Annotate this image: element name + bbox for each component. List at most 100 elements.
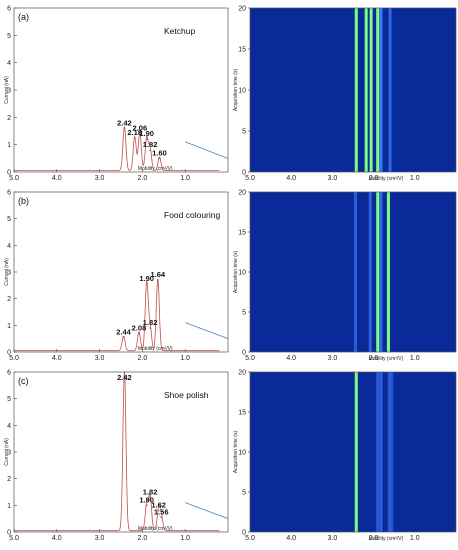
peak-label: 1.62 xyxy=(151,501,166,510)
x-axis-label: Mobility (cm²/V) xyxy=(138,346,173,352)
x-tick-label: 3.0 xyxy=(95,535,105,542)
x-tick-label: 3.0 xyxy=(328,355,338,362)
panel-label: (c) xyxy=(18,376,29,386)
heatmap-band xyxy=(369,8,373,172)
spectrum-panel-2: 0 1 2 3 4 5 6 5.0 4.0 3.0 2.0 1.0 Mobility (cm²/V) Cu… xyxy=(4,190,229,362)
heatmap-band xyxy=(379,192,383,352)
x-tick-label: 2.0 xyxy=(369,535,379,542)
heatmap-band xyxy=(376,8,380,172)
x-tick-label: 2.0 xyxy=(369,355,379,362)
spectrum-trace xyxy=(14,278,220,352)
y-axis-label: Acquisition time (s) xyxy=(233,431,239,474)
panel-label: (b) xyxy=(18,196,29,206)
chart-title: Ketchup xyxy=(164,26,195,36)
baseline-line xyxy=(185,141,229,159)
peak-point xyxy=(157,279,159,281)
heatmap-band xyxy=(379,372,383,532)
y-axis-label: Acquisition time (s) xyxy=(233,251,239,294)
x-axis-label: Mobility (cm²/V) xyxy=(138,166,173,172)
y-tick-label: 1 xyxy=(7,142,11,149)
x-tick-label: 4.0 xyxy=(52,355,62,362)
x-tick-label: 5.0 xyxy=(245,355,255,362)
x-axis-label: Mobility (cm²/V) xyxy=(369,356,404,362)
y-tick-label: 15 xyxy=(238,230,246,237)
heatmap-background xyxy=(250,8,456,172)
peak-point xyxy=(149,327,151,329)
y-tick-label: 10 xyxy=(238,270,246,277)
y-tick-label: 3 xyxy=(7,450,11,457)
spectrum-trace xyxy=(14,371,220,532)
heatmap-band xyxy=(353,192,357,352)
peak-point xyxy=(145,283,148,285)
x-tick-label: 4.0 xyxy=(286,175,296,182)
peak-label: 1.90 xyxy=(139,495,154,504)
y-tick-label: 6 xyxy=(7,190,11,197)
x-tick-label: 1.0 xyxy=(180,535,190,542)
x-tick-label: 5.0 xyxy=(245,535,255,542)
peak-point xyxy=(138,332,140,335)
peak-label: 2.18 xyxy=(127,128,142,137)
peak-label: 2.08 xyxy=(132,323,147,332)
peak-point xyxy=(145,504,148,507)
baseline-line xyxy=(185,322,229,340)
y-axis-label: Current (nA) xyxy=(4,438,10,466)
peak-label: 2.42 xyxy=(117,373,132,382)
x-tick-label: 4.0 xyxy=(52,535,62,542)
peak-point xyxy=(149,149,151,151)
peak-label: 1.82 xyxy=(143,318,158,327)
x-tick-label: 5.0 xyxy=(245,175,255,182)
x-tick-label: 1.0 xyxy=(410,175,420,182)
peak-label: 1.90 xyxy=(139,129,154,138)
x-tick-label: 4.0 xyxy=(286,355,296,362)
x-tick-label: 2.0 xyxy=(138,355,148,362)
x-axis-label: Mobility (cm²/V) xyxy=(369,176,404,182)
y-tick-label: 2 xyxy=(7,115,11,122)
heatmap-band xyxy=(376,372,380,532)
y-tick-label: 10 xyxy=(238,450,246,457)
peak-label: 2.42 xyxy=(117,118,132,127)
baseline-line xyxy=(185,502,229,520)
peak-label: 2.06 xyxy=(133,124,148,133)
x-tick-label: 2.0 xyxy=(138,175,148,182)
heatmap-band xyxy=(387,372,391,532)
y-tick-label: 2 xyxy=(7,296,11,303)
x-axis-label: Mobility (cm²/V) xyxy=(369,536,404,542)
peak-point xyxy=(123,127,126,130)
peak-label: 1.64 xyxy=(151,270,166,279)
heatmap-panel-1: 0 5 10 15 20 5.0 4.0 3.0 2.0 1.0 Mobility (cm²/V) A… xyxy=(233,6,457,182)
heatmap-band xyxy=(368,192,372,352)
x-tick-label: 2.0 xyxy=(138,535,148,542)
heatmap-background xyxy=(250,372,456,532)
heatmap-panel-3: 0 5 10 15 20 5.0 4.0 3.0 2.0 1.0 Mobility (cm²/V) A… xyxy=(233,190,457,362)
y-tick-label: 5 xyxy=(242,129,246,136)
x-tick-label: 4.0 xyxy=(286,535,296,542)
peak-point xyxy=(133,137,136,139)
y-tick-label: 5 xyxy=(7,396,11,403)
y-tick-label: 0 xyxy=(7,530,11,537)
x-tick-label: 1.0 xyxy=(410,535,420,542)
peak-label: 1.56 xyxy=(154,507,169,516)
y-tick-label: 5 xyxy=(7,216,11,223)
y-tick-label: 0 xyxy=(242,530,246,537)
heatmap-band xyxy=(354,372,358,532)
peak-label: 1.90 xyxy=(139,274,154,283)
x-tick-label: 3.0 xyxy=(95,175,105,182)
x-tick-label: 3.0 xyxy=(95,355,105,362)
y-tick-label: 3 xyxy=(7,270,11,277)
peak-label: 1.82 xyxy=(143,487,158,496)
y-tick-label: 6 xyxy=(7,6,11,13)
x-tick-label: 5.0 xyxy=(9,355,19,362)
x-tick-label: 4.0 xyxy=(52,175,62,182)
x-tick-label: 3.0 xyxy=(328,535,338,542)
y-tick-label: 6 xyxy=(7,370,11,377)
y-tick-label: 0 xyxy=(242,170,246,177)
peak-label: 1.82 xyxy=(143,140,158,149)
y-tick-label: 15 xyxy=(238,47,246,54)
y-tick-label: 0 xyxy=(242,350,246,357)
y-tick-label: 4 xyxy=(7,60,11,67)
x-tick-label: 1.0 xyxy=(180,175,190,182)
y-tick-label: 5 xyxy=(242,490,246,497)
y-tick-label: 4 xyxy=(7,423,11,430)
peak-label: 2.44 xyxy=(116,327,131,336)
